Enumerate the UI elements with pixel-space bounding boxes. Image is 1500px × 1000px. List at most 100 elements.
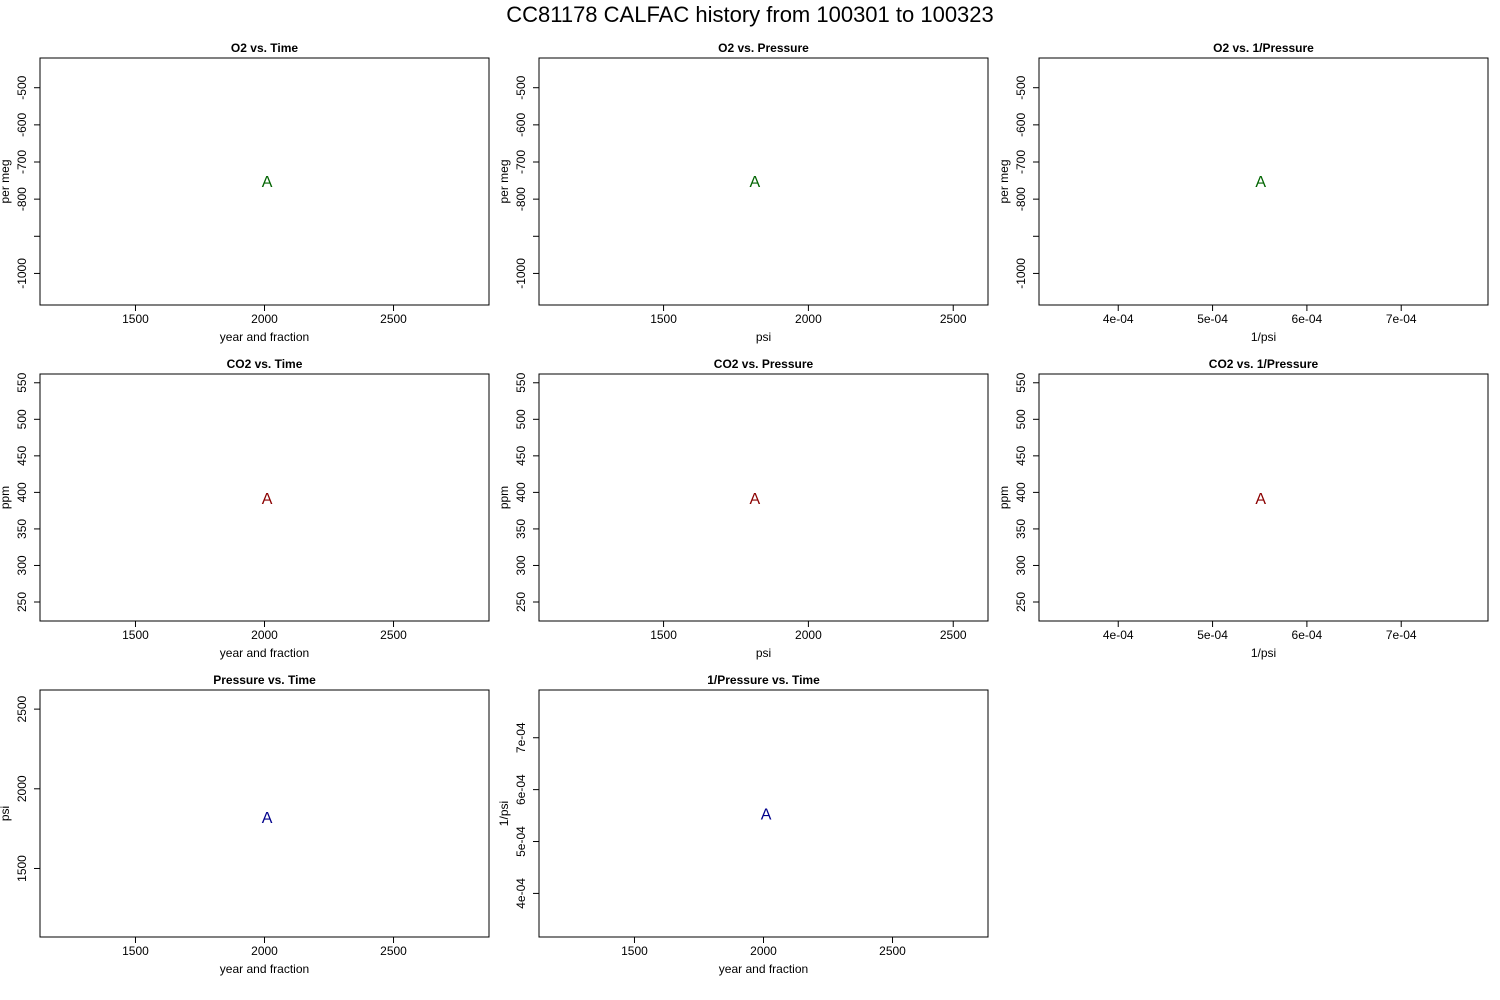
x-tick-label: 4e-04 xyxy=(1103,628,1134,642)
x-tick-label: 2500 xyxy=(940,312,967,326)
x-tick-label: 6e-04 xyxy=(1292,312,1323,326)
data-point: A xyxy=(1255,174,1266,191)
y-tick-label: -1000 xyxy=(15,258,29,289)
data-point: A xyxy=(749,491,760,508)
y-tick-label: -1000 xyxy=(1014,258,1028,289)
x-axis-label: year and fraction xyxy=(220,646,309,660)
data-point: A xyxy=(1255,491,1266,508)
y-axis-label: per meg xyxy=(497,159,511,203)
y-axis-label: ppm xyxy=(997,486,1011,509)
data-point: A xyxy=(262,174,273,191)
x-tick-label: 2000 xyxy=(795,628,822,642)
y-tick-label: -800 xyxy=(15,187,29,211)
y-tick-label: -700 xyxy=(514,150,528,174)
y-tick-label: 350 xyxy=(15,519,29,539)
x-tick-label: 7e-04 xyxy=(1386,628,1417,642)
panel-title: Pressure vs. Time xyxy=(213,673,316,687)
y-tick-label: -700 xyxy=(1014,150,1028,174)
y-tick-label: -700 xyxy=(15,150,29,174)
panel-o2-vs-time: O2 vs. Time 1500 2000 2500 -500 -600 -700 -800 -… xyxy=(0,41,490,344)
x-axis-label: 1/psi xyxy=(1251,330,1276,344)
x-axis-label: year and fraction xyxy=(719,962,808,976)
y-tick-label: 400 xyxy=(15,482,29,502)
x-tick-label: 2000 xyxy=(795,312,822,326)
panel-title: CO2 vs. 1/Pressure xyxy=(1209,357,1319,371)
y-axis-label: ppm xyxy=(497,486,511,509)
y-tick-label: -500 xyxy=(15,75,29,99)
y-tick-label: 250 xyxy=(15,592,29,612)
y-tick-label: -600 xyxy=(1014,113,1028,137)
x-tick-label: 1500 xyxy=(621,944,648,958)
x-tick-label: 2000 xyxy=(251,312,278,326)
y-tick-label: 450 xyxy=(514,446,528,466)
y-axis-label: per meg xyxy=(0,159,12,203)
x-axis-label: psi xyxy=(756,646,771,660)
y-tick-label: 400 xyxy=(1014,482,1028,502)
y-tick-label: 250 xyxy=(514,592,528,612)
x-tick-label: 1500 xyxy=(650,312,677,326)
panel-o2-vs-1-pressure: O2 vs. 1/Pressure 4e-04 5e-04 6e-04 7e-04 -50… xyxy=(997,41,1489,344)
plot-frame xyxy=(538,57,989,306)
x-tick-label: 7e-04 xyxy=(1386,312,1417,326)
data-point: A xyxy=(749,174,760,191)
x-tick-label: 2000 xyxy=(750,944,777,958)
panel-grid: O2 vs. Time 1500 2000 2500 -500 -600 -700 -800 -… xyxy=(0,41,1489,976)
x-tick-label: 5e-04 xyxy=(1197,628,1228,642)
x-tick-label: 6e-04 xyxy=(1292,628,1323,642)
y-tick-label: 550 xyxy=(514,372,528,392)
x-tick-label: 1500 xyxy=(122,312,149,326)
panel-title: O2 vs. Pressure xyxy=(718,41,809,55)
x-tick-label: 2500 xyxy=(380,312,407,326)
y-tick-label: -800 xyxy=(1014,187,1028,211)
data-point: A xyxy=(262,491,273,508)
x-tick-label: 2500 xyxy=(380,628,407,642)
y-tick-label: 1500 xyxy=(15,855,29,882)
y-tick-label: 300 xyxy=(15,555,29,575)
y-tick-label: 400 xyxy=(514,482,528,502)
y-tick-label: -1000 xyxy=(514,258,528,289)
y-tick-label: 4e-04 xyxy=(514,878,528,909)
y-tick-label: 500 xyxy=(514,409,528,429)
y-tick-label: 500 xyxy=(1014,409,1028,429)
y-tick-label: -500 xyxy=(514,75,528,99)
y-axis-label: psi xyxy=(0,806,12,821)
x-axis-label: 1/psi xyxy=(1251,646,1276,660)
y-tick-label: 7e-04 xyxy=(514,722,528,753)
x-axis-label: year and fraction xyxy=(220,330,309,344)
y-tick-label: 250 xyxy=(1014,592,1028,612)
y-tick-label: 550 xyxy=(1014,372,1028,392)
x-tick-label: 4e-04 xyxy=(1103,312,1134,326)
data-point: A xyxy=(262,810,273,827)
panel-co2-vs-time: CO2 vs. Time 1500 2000 2500 250 300 350 400 450 5… xyxy=(0,357,490,660)
y-axis-label: per meg xyxy=(997,159,1011,203)
y-tick-label: 300 xyxy=(514,555,528,575)
panel-title: CO2 vs. Pressure xyxy=(714,357,814,371)
x-axis-label: psi xyxy=(756,330,771,344)
panel-title: O2 vs. Time xyxy=(231,41,298,55)
y-tick-label: -600 xyxy=(15,113,29,137)
panel-title: 1/Pressure vs. Time xyxy=(707,673,820,687)
y-tick-label: 6e-04 xyxy=(514,774,528,805)
y-tick-label: -600 xyxy=(514,113,528,137)
panel-co2-vs-pressure: CO2 vs. Pressure 1500 2000 2500 250 300 350 400… xyxy=(497,357,989,660)
x-tick-label: 2000 xyxy=(251,944,278,958)
panel-co2-vs-1-pressure: CO2 vs. 1/Pressure 4e-04 5e-04 6e-04 7e-04 25… xyxy=(997,357,1489,660)
y-axis-label: 1/psi xyxy=(497,801,511,826)
x-tick-label: 1500 xyxy=(650,628,677,642)
x-tick-label: 1500 xyxy=(122,628,149,642)
y-tick-label: 500 xyxy=(15,409,29,429)
panel-title: CO2 vs. Time xyxy=(227,357,303,371)
plot-frame xyxy=(1038,57,1489,306)
y-tick-label: -800 xyxy=(514,187,528,211)
x-tick-label: 5e-04 xyxy=(1197,312,1228,326)
y-tick-label: 350 xyxy=(1014,519,1028,539)
y-tick-label: 550 xyxy=(15,372,29,392)
panel-title: O2 vs. 1/Pressure xyxy=(1213,41,1314,55)
plot-frame xyxy=(538,373,989,622)
y-tick-label: -500 xyxy=(1014,75,1028,99)
x-tick-label: 2500 xyxy=(940,628,967,642)
y-axis-label: ppm xyxy=(0,486,12,509)
y-tick-label: 5e-04 xyxy=(514,826,528,857)
plot-frame xyxy=(1038,373,1489,622)
